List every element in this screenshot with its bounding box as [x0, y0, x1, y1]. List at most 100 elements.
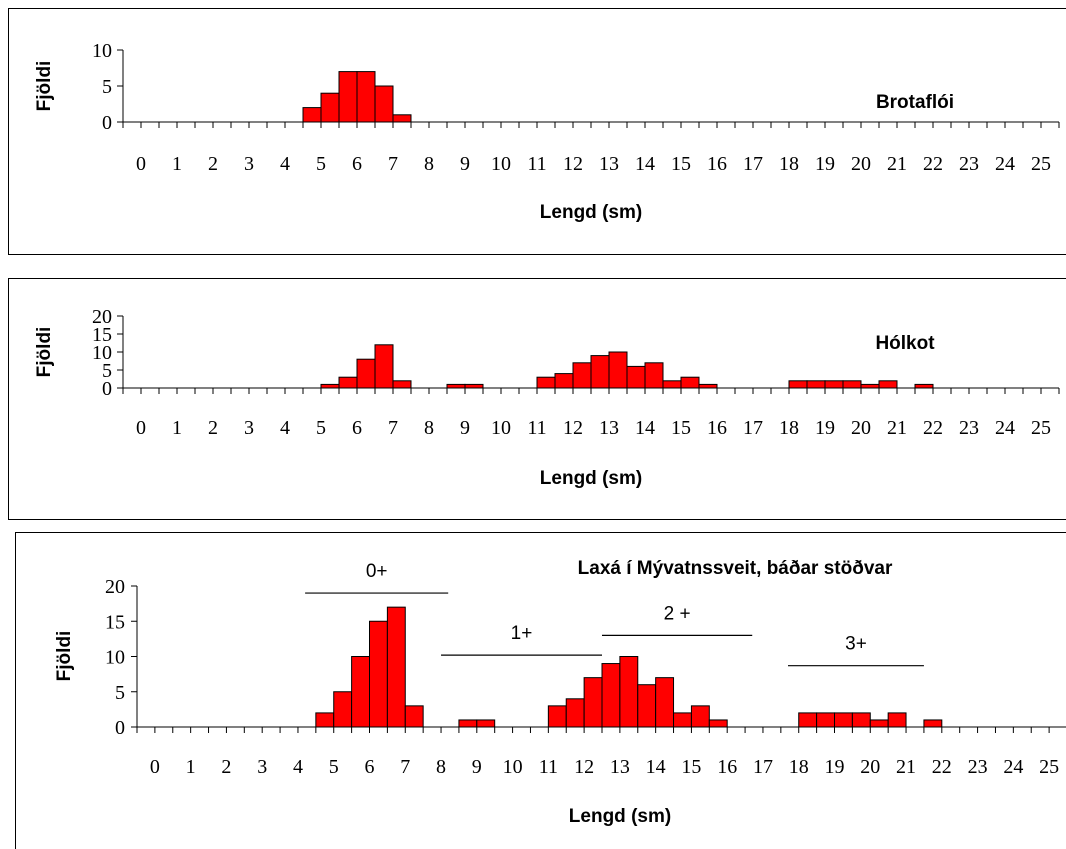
- x-tick-label: 12: [563, 153, 583, 175]
- bar: [608, 351, 628, 389]
- x-tick-label: 0: [150, 756, 160, 778]
- y-tick-label: 5: [102, 76, 112, 98]
- x-tick-label: 13: [599, 417, 619, 439]
- x-tick-label: 18: [789, 756, 809, 778]
- y-axis-label: Fjöldi: [34, 327, 55, 378]
- panel-frame: [8, 8, 1066, 255]
- bar: [338, 376, 358, 389]
- x-tick-label: 20: [851, 417, 871, 439]
- bar: [878, 380, 898, 389]
- x-tick-label: 12: [563, 417, 583, 439]
- x-tick-label: 23: [959, 153, 979, 175]
- x-tick-label: 11: [527, 417, 546, 439]
- x-tick-label: 24: [1003, 756, 1023, 778]
- x-tick-label: 23: [959, 417, 979, 439]
- x-tick-label: 17: [743, 153, 763, 175]
- bar: [583, 677, 603, 728]
- y-tick-label: 10: [92, 342, 112, 364]
- x-tick-label: 3: [244, 417, 254, 439]
- x-tick-label: 11: [539, 756, 558, 778]
- bar: [626, 365, 646, 389]
- x-tick-label: 25: [1031, 153, 1051, 175]
- x-tick-label: 19: [815, 153, 835, 175]
- panel-frame: [15, 532, 1066, 849]
- x-tick-label: 4: [280, 417, 290, 439]
- x-axis-label: Lengd (sm): [540, 468, 642, 489]
- bar: [320, 383, 340, 389]
- x-tick-label: 10: [503, 756, 523, 778]
- x-tick-label: 17: [753, 756, 773, 778]
- x-tick-label: 21: [896, 756, 916, 778]
- bar: [476, 719, 496, 728]
- age-group-label: 0+: [366, 561, 388, 582]
- x-tick-label: 9: [472, 756, 482, 778]
- x-tick-label: 1: [172, 417, 182, 439]
- y-tick-label: 0: [102, 378, 112, 400]
- x-tick-label: 6: [352, 417, 362, 439]
- bar: [351, 656, 371, 728]
- x-tick-label: 19: [825, 756, 845, 778]
- bar: [851, 712, 871, 728]
- x-tick-label: 18: [779, 417, 799, 439]
- x-tick-label: 4: [280, 153, 290, 175]
- x-tick-label: 4: [293, 756, 303, 778]
- bar: [446, 383, 466, 389]
- x-tick-label: 15: [671, 153, 691, 175]
- bar: [662, 380, 682, 389]
- x-tick-label: 20: [851, 153, 871, 175]
- y-tick-label: 20: [92, 306, 112, 328]
- bar: [333, 691, 353, 728]
- chart-title: Hólkot: [875, 333, 935, 354]
- x-tick-label: 16: [707, 417, 727, 439]
- x-tick-label: 0: [136, 153, 146, 175]
- x-tick-label: 17: [743, 417, 763, 439]
- y-tick-label: 5: [102, 360, 112, 382]
- age-group-label: 3+: [845, 634, 867, 655]
- x-tick-label: 25: [1031, 417, 1051, 439]
- bar: [860, 383, 880, 389]
- x-tick-label: 14: [635, 417, 655, 439]
- chart-title: Laxá í Mývatnssveit, báðar stöðvar: [578, 558, 893, 579]
- x-tick-label: 7: [400, 756, 410, 778]
- bar: [887, 712, 907, 728]
- bar: [536, 376, 556, 389]
- bar: [302, 107, 322, 123]
- y-tick-label: 15: [105, 611, 125, 633]
- y-tick-label: 10: [92, 40, 112, 62]
- x-tick-label: 2: [221, 756, 231, 778]
- x-axis-label: Lengd (sm): [569, 806, 671, 827]
- bar: [547, 705, 567, 728]
- x-tick-label: 10: [491, 417, 511, 439]
- x-tick-label: 14: [646, 756, 666, 778]
- bar: [673, 712, 692, 728]
- x-tick-label: 15: [671, 417, 691, 439]
- x-tick-label: 3: [244, 153, 254, 175]
- y-tick-label: 20: [105, 576, 125, 598]
- x-tick-label: 23: [968, 756, 988, 778]
- bar: [824, 380, 844, 389]
- bar: [572, 362, 592, 389]
- x-tick-label: 14: [635, 153, 655, 175]
- x-tick-label: 9: [460, 417, 470, 439]
- x-tick-label: 22: [923, 153, 943, 175]
- y-tick-label: 0: [102, 112, 112, 134]
- y-axis-label: Fjöldi: [34, 61, 55, 112]
- bar: [601, 663, 621, 728]
- x-tick-label: 6: [365, 756, 375, 778]
- bar: [842, 380, 862, 389]
- y-tick-label: 5: [115, 682, 125, 704]
- bar: [392, 114, 412, 123]
- bar: [655, 677, 675, 728]
- x-tick-label: 11: [527, 153, 546, 175]
- bar: [404, 705, 424, 728]
- chart-title: Brotaflói: [876, 92, 954, 113]
- bar: [458, 719, 478, 728]
- bar: [690, 705, 710, 728]
- bar: [698, 383, 718, 389]
- x-tick-label: 10: [491, 153, 511, 175]
- x-tick-label: 1: [186, 756, 196, 778]
